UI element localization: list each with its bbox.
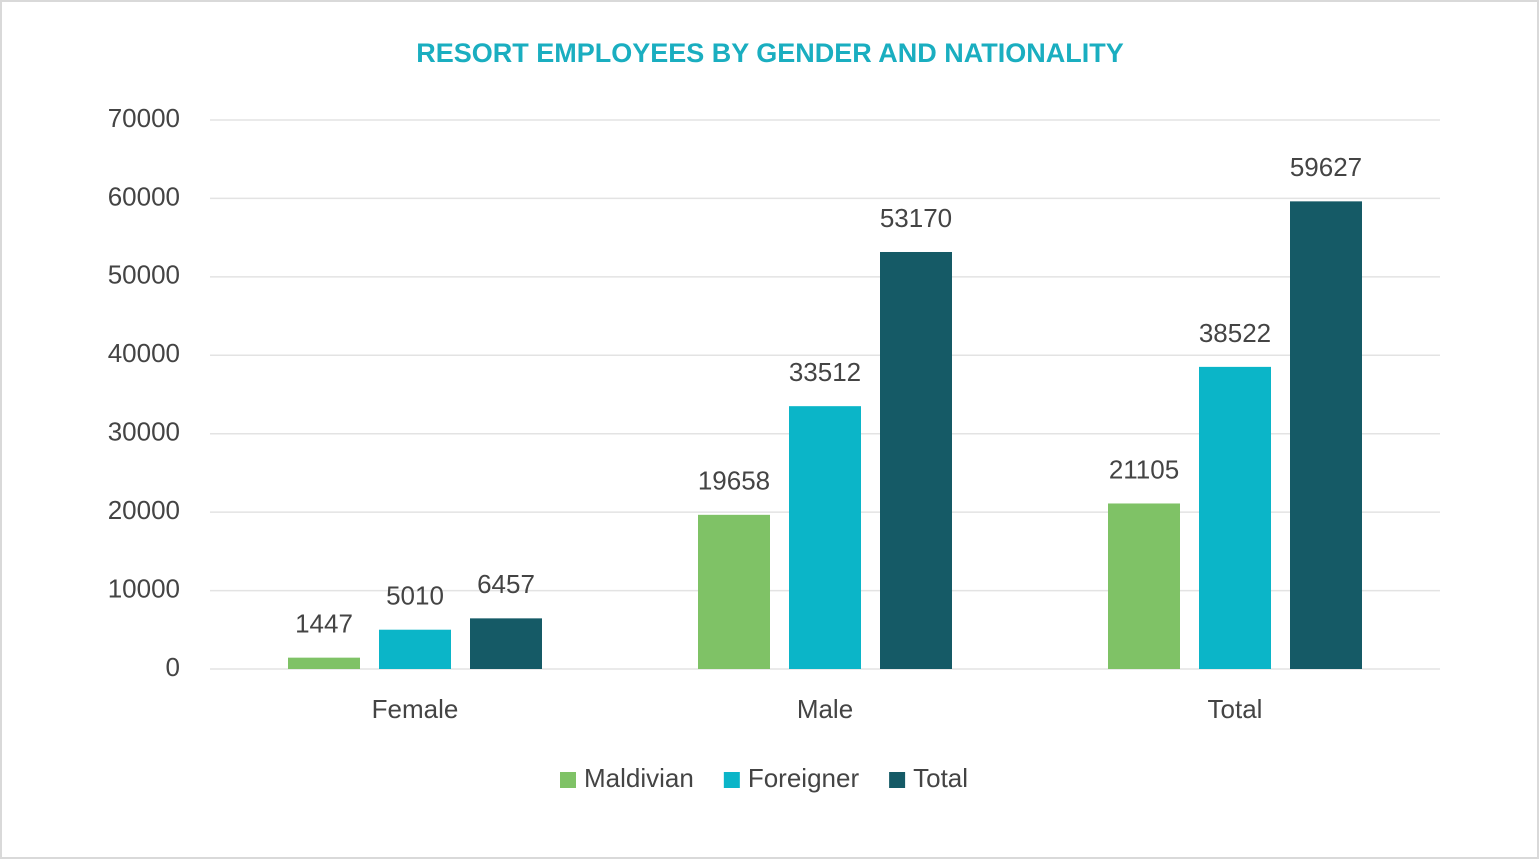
bar [1108,503,1180,669]
bar [1199,366,1271,669]
x-tick-label: Female [372,694,459,724]
bar [470,618,542,669]
data-label: 5010 [386,581,444,611]
y-tick-label: 60000 [108,181,180,211]
chart-title: RESORT EMPLOYEES BY GENDER AND NATIONALI… [416,38,1124,68]
y-tick-label: 30000 [108,417,180,447]
bar [1290,201,1362,670]
bar [698,514,770,669]
data-label: 1447 [295,609,353,639]
data-label: 59627 [1290,152,1362,182]
legend-swatch [560,772,576,788]
y-tick-label: 20000 [108,495,180,525]
y-tick-label: 10000 [108,573,180,603]
data-label: 38522 [1199,318,1271,348]
y-tick-label: 0 [166,652,180,682]
y-tick-label: 70000 [108,103,180,133]
bar [789,406,861,669]
data-label: 53170 [880,203,952,233]
bar [379,629,451,669]
bar [880,251,952,669]
legend-label: Maldivian [584,763,694,793]
x-tick-label: Total [1208,694,1263,724]
x-tick-label: Male [797,694,853,724]
bar [288,657,360,669]
data-label: 19658 [698,466,770,496]
data-label: 33512 [789,357,861,387]
data-label: 21105 [1109,454,1179,484]
legend-swatch [889,772,906,788]
legend-label: Total [913,763,968,793]
y-tick-label: 40000 [108,338,180,368]
data-label: 6457 [477,569,535,599]
y-tick-label: 50000 [108,260,180,290]
legend-label: Foreigner [748,763,860,793]
legend-swatch [723,772,740,788]
